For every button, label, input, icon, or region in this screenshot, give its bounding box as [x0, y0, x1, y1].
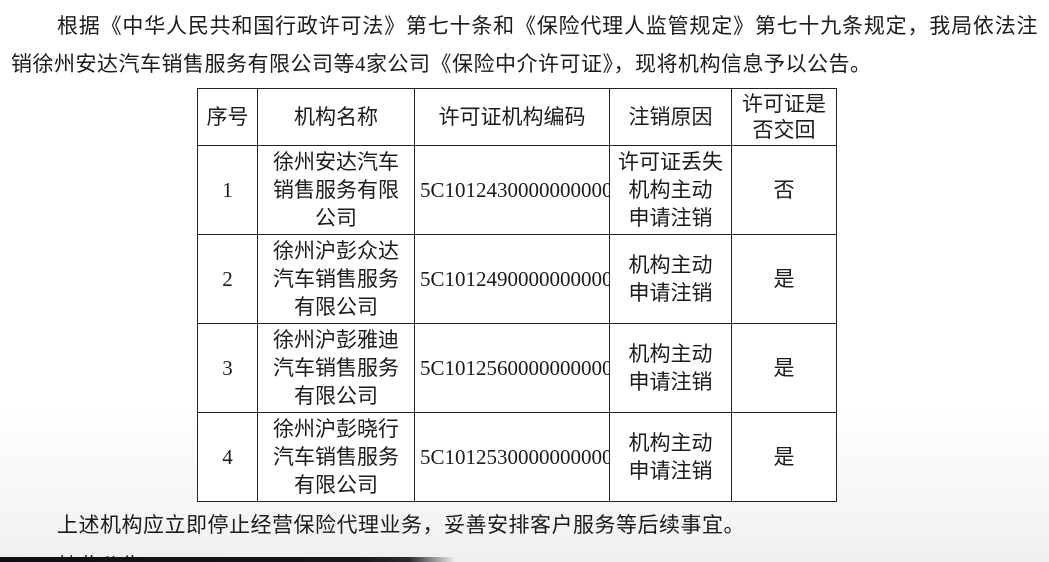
intro-paragraph: 根据《中华人民共和国行政许可法》第七十条和《保险代理人监管规定》第七十九条规定，…	[11, 14, 1038, 76]
col-header-serial: 序号	[197, 88, 258, 146]
cell-serial: 4	[197, 412, 258, 502]
table-header-row: 序号 机构名称 许可证机构编码 注销原因 许可证是 否交回	[197, 88, 837, 146]
cell-serial: 2	[197, 234, 258, 324]
cell-license-returned: 是	[731, 412, 837, 502]
cell-serial: 3	[197, 323, 258, 413]
bottom-window-edge-bar	[0, 557, 455, 562]
cell-license-returned: 否	[731, 145, 837, 235]
license-revocation-table: 序号 机构名称 许可证机构编码 注销原因 许可证是 否交回 1 徐州安达汽车 销…	[197, 88, 837, 502]
cell-org-name: 徐州安达汽车 销售服务有限 公司	[257, 145, 415, 235]
table-row: 2 徐州沪彭众达 汽车销售服务 有限公司 5C1012490000000000 …	[197, 234, 837, 324]
cell-org-name: 徐州沪彭雅迪 汽车销售服务 有限公司	[257, 323, 415, 413]
cell-license-returned: 是	[731, 323, 837, 413]
cell-license-code: 5C1012560000000000	[414, 323, 610, 413]
cell-org-name: 徐州沪彭晓行 汽车销售服务 有限公司	[257, 412, 415, 502]
cell-license-code: 5C1012530000000000	[414, 412, 610, 502]
cell-cancel-reason: 机构主动 申请注销	[609, 412, 732, 502]
cell-serial: 1	[197, 145, 258, 235]
col-header-license-returned: 许可证是 否交回	[731, 88, 837, 146]
cell-org-name: 徐州沪彭众达 汽车销售服务 有限公司	[257, 234, 415, 324]
cell-cancel-reason: 许可证丢失 机构主动 申请注销	[609, 145, 732, 235]
table-row: 4 徐州沪彭晓行 汽车销售服务 有限公司 5C1012530000000000 …	[197, 412, 837, 502]
col-header-license-code: 许可证机构编码	[414, 88, 610, 146]
cell-license-code: 5C1012430000000000	[414, 145, 610, 235]
cell-cancel-reason: 机构主动 申请注销	[609, 323, 732, 413]
col-header-cancel-reason: 注销原因	[609, 88, 732, 146]
cell-cancel-reason: 机构主动 申请注销	[609, 234, 732, 324]
col-header-org-name: 机构名称	[257, 88, 415, 146]
cell-license-code: 5C1012490000000000	[414, 234, 610, 324]
closing-paragraph: 上述机构应立即停止经营保险代理业务，妥善安排客户服务等后续事宜。	[57, 513, 745, 537]
cell-license-returned: 是	[731, 234, 837, 324]
table-row: 1 徐州安达汽车 销售服务有限 公司 5C1012430000000000 许可…	[197, 145, 837, 235]
table-row: 3 徐州沪彭雅迪 汽车销售服务 有限公司 5C1012560000000000 …	[197, 323, 837, 413]
